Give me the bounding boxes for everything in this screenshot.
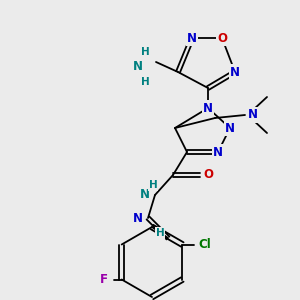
Text: H: H	[141, 77, 149, 87]
Text: Cl: Cl	[198, 238, 211, 251]
Text: N: N	[140, 188, 150, 202]
Text: O: O	[203, 169, 213, 182]
Text: H: H	[148, 180, 158, 190]
Text: H: H	[141, 47, 149, 57]
Text: F: F	[100, 273, 108, 286]
Text: N: N	[213, 146, 223, 158]
Text: N: N	[133, 212, 143, 224]
Text: N: N	[187, 32, 197, 44]
Text: N: N	[230, 65, 240, 79]
Text: N: N	[133, 61, 143, 74]
Text: N: N	[203, 101, 213, 115]
Text: N: N	[225, 122, 235, 134]
Text: N: N	[248, 109, 258, 122]
Text: H: H	[156, 228, 164, 238]
Text: O: O	[217, 32, 227, 44]
